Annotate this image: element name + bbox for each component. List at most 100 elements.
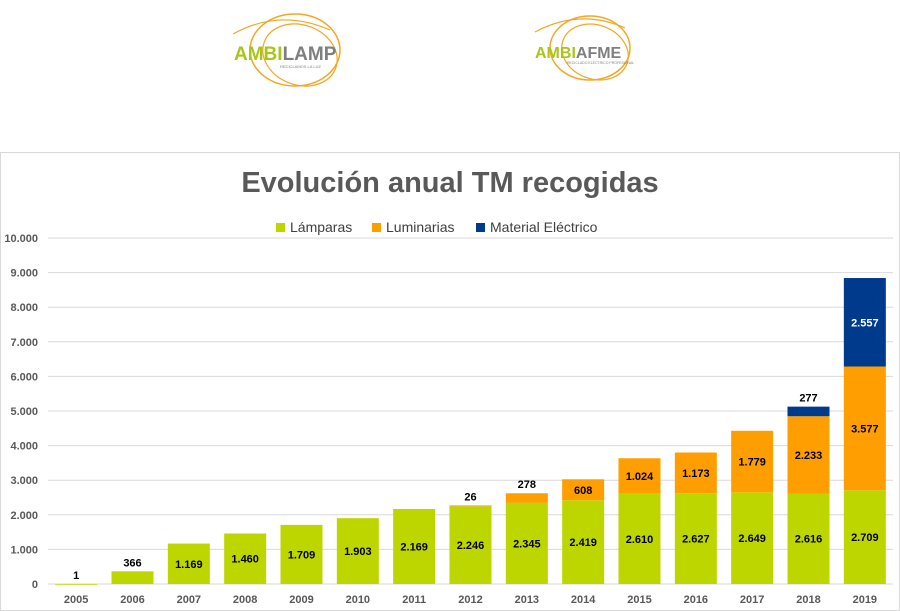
bar-l-mparas xyxy=(505,502,548,584)
x-tick-label: 2006 xyxy=(120,594,144,606)
chart-title: Evolución anual TM recogidas xyxy=(241,167,658,199)
data-label: 1.024 xyxy=(626,471,654,483)
bar-luminarias xyxy=(449,505,492,507)
bar-l-mparas xyxy=(111,571,154,584)
data-label: 1.460 xyxy=(231,554,259,566)
data-label: 1.173 xyxy=(682,468,710,480)
y-tick-label: 3.000 xyxy=(10,475,38,487)
data-label: 2.649 xyxy=(738,533,766,545)
y-tick-label: 10.000 xyxy=(4,233,38,245)
logo-ambilamp: AMBILAMP RECICLAMOS LA LUZ xyxy=(232,13,341,87)
data-label: 1.779 xyxy=(738,457,766,469)
data-label: 366 xyxy=(123,557,141,569)
bar-luminarias xyxy=(674,452,717,494)
y-axis: 0 1.000 2.000 3.000 4.000 5.000 6.000 7.000 8.00… xyxy=(4,233,38,591)
bar-l-mparas xyxy=(224,533,267,584)
x-axis: 2005 2006 2007 2008 2009 2010 2011 2012 2013 2014… xyxy=(64,594,877,606)
data-label: 1.709 xyxy=(288,549,316,561)
data-label: 2.627 xyxy=(682,534,710,546)
data-label: 1 xyxy=(73,570,79,582)
logo-swirl xyxy=(249,13,341,87)
y-tick-label: 7.000 xyxy=(10,337,38,349)
legend-swatch xyxy=(372,223,381,232)
x-tick-label: 2011 xyxy=(402,594,426,606)
bar-material-el-ctrico xyxy=(843,278,886,367)
legend-label: Lámparas xyxy=(290,219,352,235)
data-label: 2.709 xyxy=(851,532,879,544)
bar-luminarias xyxy=(562,479,605,501)
x-tick-label: 2007 xyxy=(177,594,201,606)
data-label: 1.903 xyxy=(344,546,372,558)
data-label: 278 xyxy=(518,479,536,491)
logo-tagline: RECICLADO ELÉCTRICO PROFESIONAL xyxy=(567,60,634,65)
logo-swirl xyxy=(262,23,338,87)
bar-luminarias xyxy=(731,430,774,493)
logo-text: AMBIAFME xyxy=(535,45,622,62)
x-tick-label: 2016 xyxy=(684,594,708,606)
bar-l-mparas xyxy=(167,543,210,584)
bar-material-el-ctrico xyxy=(787,406,830,417)
bar-l-mparas xyxy=(393,508,436,584)
x-tick-label: 2009 xyxy=(289,594,313,606)
logo-tagline: RECICLAMOS LA LUZ xyxy=(280,64,321,69)
y-tick-label: 9.000 xyxy=(10,268,38,280)
data-label: 2.419 xyxy=(569,537,597,549)
x-tick-label: 2019 xyxy=(853,594,877,606)
logo-ambiafme: AMBIAFME RECICLADO ELÉCTRICO PROFESIONAL xyxy=(534,15,634,81)
y-tick-label: 6.000 xyxy=(10,371,38,383)
legend-swatch xyxy=(476,223,485,232)
bar-l-mparas xyxy=(787,493,830,584)
x-tick-label: 2015 xyxy=(627,594,651,606)
x-tick-label: 2012 xyxy=(458,594,482,606)
x-tick-label: 2017 xyxy=(740,594,764,606)
x-tick-label: 2013 xyxy=(515,594,539,606)
data-label: 2.616 xyxy=(795,534,823,546)
bar-l-mparas xyxy=(843,490,886,584)
bar-l-mparas xyxy=(280,524,323,584)
y-tick-label: 8.000 xyxy=(10,302,38,314)
logo-text: AMBILAMP xyxy=(234,44,337,65)
bar-luminarias xyxy=(618,458,661,494)
bar-l-mparas xyxy=(618,493,661,584)
data-label: 2.610 xyxy=(626,534,654,546)
logo-swirl xyxy=(232,19,331,35)
data-label: 2.169 xyxy=(400,541,428,553)
bar-luminarias xyxy=(505,493,548,503)
data-label: 2.557 xyxy=(851,317,879,329)
legend-label: Luminarias xyxy=(386,219,454,235)
x-tick-label: 2018 xyxy=(796,594,820,606)
data-label: 26 xyxy=(464,491,476,503)
data-label: 2.345 xyxy=(513,538,541,550)
logo-swirl xyxy=(534,18,626,33)
data-label: 3.577 xyxy=(851,423,879,435)
legend-label: Material Eléctrico xyxy=(490,219,598,235)
data-label: 608 xyxy=(574,485,592,497)
bar-l-mparas xyxy=(449,506,492,584)
bar-l-mparas xyxy=(674,493,717,584)
x-tick-label: 2008 xyxy=(233,594,257,606)
bar-luminarias xyxy=(787,416,830,494)
y-tick-label: 1.000 xyxy=(10,544,38,556)
logo-swirl xyxy=(561,23,629,81)
x-tick-label: 2010 xyxy=(346,594,370,606)
data-label: 1.169 xyxy=(175,559,203,571)
y-tick-label: 5.000 xyxy=(10,406,38,418)
x-tick-label: 2005 xyxy=(64,594,88,606)
data-label: 2.246 xyxy=(457,540,485,552)
y-tick-label: 4.000 xyxy=(10,441,38,453)
bar-l-mparas xyxy=(336,518,379,584)
legend: Lámparas Luminarias Material Eléctrico xyxy=(276,219,598,235)
y-tick-label: 0 xyxy=(32,579,38,591)
bar-l-mparas xyxy=(731,492,774,584)
bar-l-mparas xyxy=(55,583,98,585)
bar-l-mparas xyxy=(562,500,605,584)
bars: 1 366 1.169 1.460 1.709 1.903 2.169 2.246 26 2.34… xyxy=(55,278,886,585)
legend-swatch xyxy=(276,223,285,232)
data-label: 277 xyxy=(799,393,817,405)
x-tick-label: 2014 xyxy=(571,594,596,606)
logo-swirl xyxy=(549,15,631,81)
y-tick-label: 2.000 xyxy=(10,510,38,522)
bar-luminarias xyxy=(843,366,886,491)
